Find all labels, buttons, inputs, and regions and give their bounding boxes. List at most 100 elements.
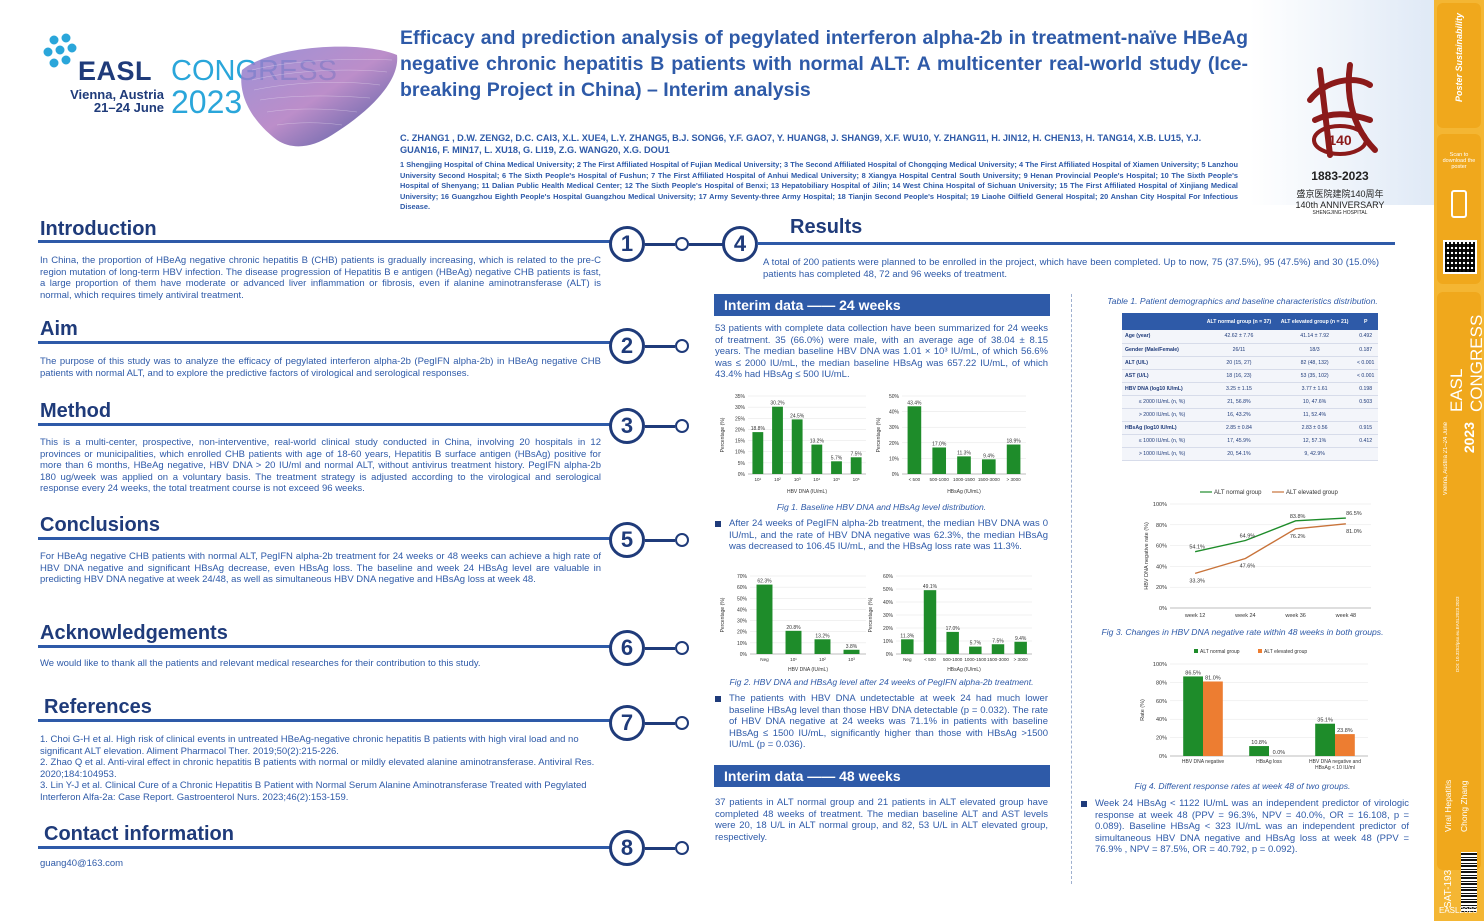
- x-tick-label: Neg: [903, 657, 912, 662]
- x-tick-label: 10⁶: [853, 477, 860, 482]
- results-title: Results: [790, 216, 863, 238]
- intro-underline: [38, 240, 618, 243]
- bar: [991, 644, 1005, 654]
- bar: [1249, 746, 1269, 756]
- sidebar-topic: Viral Hepatitis: [1443, 779, 1453, 832]
- y-tick-label: 5%: [738, 461, 746, 467]
- fig1a-chart: Percentage (%) 0% 5% 10% 15% 20% 25% 30% 35% 18.8…: [720, 394, 866, 495]
- table-cell: AST (U/L): [1122, 369, 1202, 383]
- method-underline: [38, 423, 618, 426]
- y-tick-label: 20%: [735, 427, 746, 433]
- table-cell: 0.412: [1353, 434, 1378, 448]
- data-label: 3.8%: [846, 644, 858, 650]
- table-row: AST (U/L) 18 (16, 23) 53 (35, 102) < 0.001: [1122, 369, 1378, 383]
- y-tick-label: 80%: [1156, 523, 1167, 529]
- y-tick-label: 0%: [740, 652, 748, 658]
- x-axis-label: HBsAg (IU/mL): [947, 489, 981, 495]
- table-cell: 18/3: [1275, 343, 1354, 357]
- data-label: 10.8%: [1251, 740, 1267, 746]
- table-header-row: ALT normal group (n = 37) ALT elevated gr…: [1122, 313, 1378, 330]
- connector-node: [675, 419, 689, 433]
- anniversary-hospital: SHENGJING HOSPITAL: [1312, 210, 1368, 216]
- bar: [923, 590, 937, 654]
- y-tick-label: 10%: [889, 456, 900, 462]
- y-tick-label: 60%: [737, 585, 748, 591]
- x-axis-label: HBsAg (IU/mL): [947, 667, 981, 673]
- table-cell: HBsAg (log10 IU/mL): [1122, 421, 1202, 435]
- connector-node: [675, 237, 689, 251]
- y-axis-label: HBV DNA negative rate (%): [1144, 522, 1150, 590]
- bullet-predictor: Week 24 HBsAg < 1122 IU/mL was an indepe…: [1081, 798, 1409, 856]
- method-text: This is a multi-center, prospective, non…: [40, 437, 601, 495]
- x-tick-label: 10²: [819, 657, 826, 662]
- y-tick-label: 10%: [883, 639, 894, 645]
- aim-title: Aim: [40, 318, 78, 340]
- connector-node: [675, 533, 689, 547]
- table-cell: ≤ 1000 IU/mL (n, %): [1122, 434, 1202, 448]
- section-number-2: 2: [609, 328, 645, 364]
- table-header-cell: ALT normal group (n = 37): [1202, 313, 1276, 330]
- y-tick-label: 20%: [1156, 585, 1167, 591]
- y-tick-label: 50%: [883, 587, 894, 593]
- x-tick-label: HBsAg loss: [1256, 759, 1282, 765]
- data-label: 7.5%: [850, 451, 862, 457]
- y-tick-label: 20%: [737, 630, 748, 636]
- data-label: 20.8%: [786, 625, 801, 631]
- data-label: 9.4%: [983, 453, 995, 459]
- x-tick-label: 1000-1500: [964, 657, 986, 662]
- fig2a-chart: Percentage (%) 0% 10% 20% 30% 40% 50% 60% 70% 62.…: [720, 574, 866, 673]
- table-cell: 21, 56.8%: [1202, 395, 1276, 409]
- y-tick-label: 35%: [735, 394, 746, 400]
- x-tick-label: > 3000: [1014, 657, 1029, 662]
- table-cell: 0.187: [1353, 343, 1378, 357]
- legend-label: ALT normal group: [1214, 490, 1262, 496]
- legend-label: ALT elevated group: [1286, 490, 1338, 496]
- x-tick-label: > 3000: [1007, 477, 1022, 482]
- table-cell: HBV DNA (log10 IU/mL): [1122, 382, 1202, 396]
- x-tick-label: < 500: [924, 657, 936, 662]
- data-label: 17.0%: [946, 626, 961, 632]
- data-label: 17.0%: [932, 441, 947, 447]
- fig1-caption: Fig 1. Baseline HBV DNA and HBsAg level …: [776, 502, 987, 512]
- table-cell: 18 (16, 23): [1202, 369, 1276, 383]
- references-underline: [38, 719, 618, 722]
- bar: [752, 432, 764, 474]
- data-label: 83.8%: [1290, 514, 1306, 520]
- bar: [907, 406, 922, 474]
- x-tick-label: week 48: [1335, 613, 1357, 619]
- congress-panel: EASL CONGRESS Vienna, Austria 21–24 June…: [1437, 292, 1484, 912]
- x-tick-label: 10¹: [755, 477, 762, 482]
- y-tick-label: 0%: [1159, 606, 1167, 612]
- table-cell: 0.492: [1353, 330, 1378, 344]
- column-divider: [1071, 294, 1072, 884]
- qr-code[interactable]: [1443, 240, 1477, 274]
- aim-text: The purpose of this study was to analyze…: [40, 356, 601, 379]
- bar: [811, 444, 823, 474]
- bar: [1183, 676, 1203, 756]
- section-number-3: 3: [609, 408, 645, 444]
- y-tick-label: 70%: [737, 574, 748, 580]
- data-label: 35.1%: [1317, 718, 1333, 724]
- contact-underline: [38, 846, 618, 849]
- connector-line: [645, 243, 675, 246]
- data-label: 76.2%: [1290, 534, 1306, 540]
- connector-node: [675, 716, 689, 730]
- legend-label: ALT normal group: [1200, 649, 1240, 655]
- x-tick-label: week 36: [1284, 613, 1306, 619]
- bar: [1335, 734, 1355, 756]
- anniversary-label: 140th ANNIVERSARY: [1295, 200, 1385, 210]
- y-tick-label: 40%: [889, 410, 900, 416]
- table-cell: 20 (15, 27): [1202, 356, 1276, 370]
- table-cell: ALT (U/L): [1122, 356, 1202, 370]
- bar: [1315, 723, 1335, 756]
- results-intro: A total of 200 patients were planned to …: [763, 257, 1379, 280]
- contact-email[interactable]: guang40@163.com: [40, 858, 124, 869]
- table-row: HBsAg (log10 IU/mL) 2.85 ± 0.84 2.83 ± 0.5…: [1122, 421, 1378, 435]
- bar: [772, 406, 783, 474]
- data-label: 23.8%: [1337, 728, 1353, 734]
- data-label: 30.2%: [770, 401, 785, 407]
- data-label: 81.0%: [1205, 675, 1221, 681]
- fig3-caption: Fig 3. Changes in HBV DNA negative rate …: [1101, 627, 1384, 637]
- data-label: 18.8%: [751, 426, 766, 432]
- table-header-cell: [1122, 313, 1202, 330]
